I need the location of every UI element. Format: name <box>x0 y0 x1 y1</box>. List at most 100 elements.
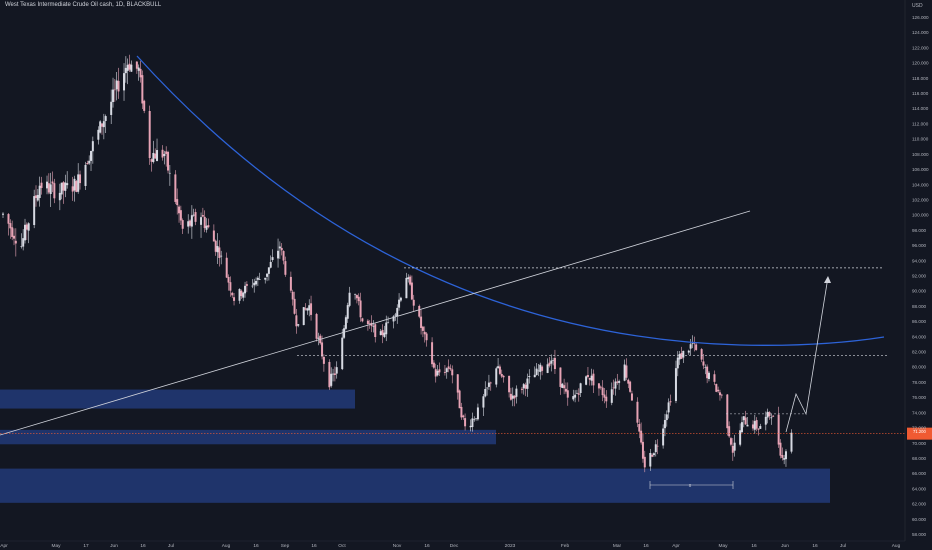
candle-body <box>689 344 692 349</box>
candle-body <box>746 424 749 427</box>
candle-body <box>713 374 716 382</box>
y-tick-label: 58.000 <box>912 532 926 537</box>
candle-body <box>231 292 234 296</box>
candle-body <box>528 376 531 378</box>
candle-body <box>97 129 100 140</box>
candle-body <box>216 246 219 253</box>
candle-body <box>379 331 382 335</box>
candle-body <box>58 192 61 201</box>
candle-body <box>207 225 210 228</box>
candle-body <box>124 67 127 74</box>
candle-body <box>627 379 630 384</box>
candle-body <box>190 215 193 227</box>
x-tick-label: Jun <box>110 543 118 549</box>
candle-body <box>9 223 12 229</box>
candle-body <box>344 317 347 329</box>
candle-body <box>126 64 129 71</box>
y-tick-label: 108.000 <box>912 152 929 157</box>
candle-body <box>341 337 344 370</box>
candle-body <box>189 220 192 226</box>
candle-body <box>779 442 782 456</box>
y-tick-label: 78.000 <box>912 380 926 385</box>
y-tick-label: 64.000 <box>912 486 926 491</box>
candle-body <box>585 376 588 385</box>
candle-body <box>410 282 413 300</box>
candle-body <box>73 178 76 191</box>
candle-body <box>575 392 578 394</box>
candle-body <box>282 251 285 261</box>
candle-body <box>753 421 756 430</box>
candle-body <box>616 381 619 383</box>
support-zone-upper <box>0 389 355 409</box>
x-tick-label: 2023 <box>505 543 516 549</box>
y-tick-label: 84.000 <box>912 334 926 339</box>
candle-body <box>194 212 197 222</box>
y-tick-label: 86.000 <box>912 319 926 324</box>
candle-body <box>178 206 181 214</box>
candle-body <box>2 213 4 215</box>
candle-body <box>387 322 390 324</box>
candle-body <box>662 428 665 446</box>
candle-body <box>742 416 745 421</box>
candle-body <box>117 80 120 92</box>
candle-body <box>500 373 503 377</box>
candle-body <box>53 183 56 199</box>
y-tick-label: 96.000 <box>912 243 926 248</box>
candle-body <box>526 378 529 389</box>
candle-body <box>489 382 492 384</box>
candle-body <box>110 101 113 115</box>
candle-body <box>302 307 305 326</box>
candle-body <box>574 394 577 398</box>
candle-body <box>11 227 14 237</box>
candle-body <box>704 367 707 368</box>
candle-body <box>328 361 331 388</box>
candle-body <box>60 182 63 195</box>
y-tick-label: 80.000 <box>912 365 926 370</box>
candle-body <box>537 370 540 372</box>
candle-body <box>612 387 615 389</box>
x-tick-label: Apr <box>0 543 8 549</box>
candle-body <box>396 307 399 317</box>
candle-body <box>284 261 287 275</box>
candle-body <box>152 152 155 163</box>
candle-body <box>651 454 654 457</box>
candle-body <box>469 425 472 428</box>
candle-body <box>623 364 626 381</box>
x-tick-label: Nov <box>393 543 402 549</box>
candle-body <box>656 445 659 447</box>
candle-body <box>174 174 177 202</box>
candle-body <box>784 451 787 460</box>
candle-body <box>541 366 544 371</box>
candle-body <box>161 149 164 158</box>
x-tick-label: Dec <box>450 543 459 549</box>
support-zone-middle <box>0 429 496 445</box>
candle-body <box>381 329 384 336</box>
candle-body <box>332 373 335 375</box>
candle-body <box>588 377 591 380</box>
candle-body <box>418 305 421 317</box>
candle-body <box>405 277 408 299</box>
candle-body <box>715 383 718 392</box>
candle-body <box>112 89 115 103</box>
candle-body <box>86 163 89 165</box>
candle-body <box>665 414 668 421</box>
candle-body <box>355 295 358 299</box>
candle-body <box>449 368 452 370</box>
ascending-trendline <box>0 210 751 436</box>
candle-body <box>434 369 437 377</box>
candle-body <box>238 289 241 301</box>
candle-body <box>51 181 54 184</box>
candle-body <box>579 383 582 394</box>
candle-body <box>682 350 685 358</box>
candle-body <box>291 291 294 300</box>
candle-body <box>66 183 69 186</box>
candle-body <box>113 89 116 91</box>
candle-body <box>720 394 723 396</box>
candle-body <box>513 395 516 399</box>
current-price-label: 71.200 <box>913 429 926 434</box>
candle-body <box>674 368 677 402</box>
candle-body <box>148 110 151 159</box>
candle-body <box>22 238 25 247</box>
candle-body <box>751 424 754 429</box>
